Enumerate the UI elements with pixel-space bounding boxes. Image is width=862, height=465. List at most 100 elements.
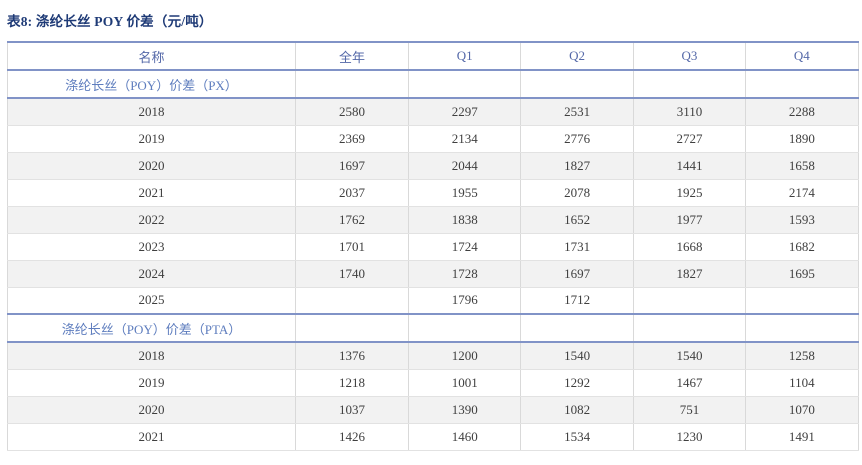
- value-cell: 1070: [745, 395, 859, 424]
- empty-cell: [520, 69, 634, 99]
- empty-cell: [295, 69, 409, 99]
- value-cell: 1827: [632, 259, 747, 288]
- value-cell: 2078: [520, 178, 634, 207]
- value-cell: 1701: [295, 232, 409, 261]
- column-header-name: 名称: [7, 41, 296, 71]
- row-label-year: 2024: [7, 259, 296, 288]
- table-body: 涤纶长丝（POY）价差（PX） 2018 2580 2297 2531 3110 2288 2…: [7, 69, 859, 451]
- value-cell: 1890: [745, 124, 859, 153]
- value-cell: 1695: [745, 259, 859, 288]
- header-row: 名称 全年 Q1 Q2 Q3 Q4: [7, 41, 859, 71]
- row-label-year: 2020: [7, 151, 296, 180]
- empty-cell: [407, 69, 522, 99]
- value-cell: 1460: [407, 422, 522, 451]
- value-cell: 1724: [407, 232, 522, 261]
- value-cell: 1534: [520, 422, 634, 451]
- value-cell: 2776: [520, 124, 634, 153]
- empty-cell: [407, 313, 522, 343]
- value-cell: 2531: [520, 97, 634, 126]
- value-cell: 1441: [632, 151, 747, 180]
- row-label-year: 2023: [7, 232, 296, 261]
- value-cell: 1037: [295, 395, 409, 424]
- value-cell: 1540: [632, 341, 747, 370]
- value-cell: 1827: [520, 151, 634, 180]
- row-label-year: 2021: [7, 178, 296, 207]
- table-row: 2019 2369 2134 2776 2727 1890: [7, 124, 859, 153]
- row-label-year: 2020: [7, 395, 296, 424]
- value-cell: 1955: [407, 178, 522, 207]
- value-cell: 1540: [520, 341, 634, 370]
- empty-cell: [632, 313, 747, 343]
- empty-cell: [745, 313, 859, 343]
- value-cell: 1658: [745, 151, 859, 180]
- value-cell: 3110: [632, 97, 747, 126]
- column-header-full-year: 全年: [295, 41, 409, 71]
- value-cell: 1593: [745, 205, 859, 234]
- value-cell: [295, 286, 409, 315]
- value-cell: 1467: [632, 368, 747, 397]
- table-row: 2021 1426 1460 1534 1230 1491: [7, 422, 859, 451]
- table-row: 2020 1037 1390 1082 751 1070: [7, 395, 859, 424]
- table-row: 2024 1740 1728 1697 1827 1695: [7, 259, 859, 288]
- row-label-year: 2022: [7, 205, 296, 234]
- value-cell: 1728: [407, 259, 522, 288]
- table-row: 2025 1796 1712: [7, 286, 859, 315]
- row-label-year: 2019: [7, 124, 296, 153]
- value-cell: 1731: [520, 232, 634, 261]
- value-cell: 1796: [407, 286, 522, 315]
- table-row: 2018 1376 1200 1540 1540 1258: [7, 341, 859, 370]
- value-cell: 1218: [295, 368, 409, 397]
- section-label: 涤纶长丝（POY）价差（PTA）: [7, 313, 296, 343]
- value-cell: 1200: [407, 341, 522, 370]
- value-cell: 1001: [407, 368, 522, 397]
- section-row: 涤纶长丝（POY）价差（PTA）: [7, 313, 859, 343]
- value-cell: 1977: [632, 205, 747, 234]
- empty-cell: [520, 313, 634, 343]
- value-cell: 1762: [295, 205, 409, 234]
- empty-cell: [295, 313, 409, 343]
- table-row: 2023 1701 1724 1731 1668 1682: [7, 232, 859, 261]
- table-row: 2019 1218 1001 1292 1467 1104: [7, 368, 859, 397]
- value-cell: 1838: [407, 205, 522, 234]
- column-header-q2: Q2: [520, 41, 634, 71]
- value-cell: 1491: [745, 422, 859, 451]
- empty-cell: [632, 69, 747, 99]
- value-cell: [745, 286, 859, 315]
- value-cell: 1682: [745, 232, 859, 261]
- value-cell: 1104: [745, 368, 859, 397]
- empty-cell: [745, 69, 859, 99]
- table-header: 名称 全年 Q1 Q2 Q3 Q4: [7, 41, 859, 71]
- row-label-year: 2018: [7, 97, 296, 126]
- value-cell: 2727: [632, 124, 747, 153]
- column-header-q1: Q1: [407, 41, 522, 71]
- row-label-year: 2018: [7, 341, 296, 370]
- value-cell: 751: [632, 395, 747, 424]
- price-spread-table: 名称 全年 Q1 Q2 Q3 Q4 涤纶长丝（POY）价差（PX） 2018 258…: [7, 41, 859, 451]
- value-cell: 2580: [295, 97, 409, 126]
- value-cell: 1390: [407, 395, 522, 424]
- table-row: 2018 2580 2297 2531 3110 2288: [7, 97, 859, 126]
- value-cell: 2369: [295, 124, 409, 153]
- value-cell: 1697: [295, 151, 409, 180]
- value-cell: 2174: [745, 178, 859, 207]
- column-header-q3: Q3: [632, 41, 747, 71]
- table-row: 2022 1762 1838 1652 1977 1593: [7, 205, 859, 234]
- value-cell: 1740: [295, 259, 409, 288]
- value-cell: [632, 286, 747, 315]
- value-cell: 1426: [295, 422, 409, 451]
- report-page: 表8: 涤纶长丝 POY 价差（元/吨） 名称 全年 Q1 Q2 Q3 Q4 涤…: [7, 14, 859, 451]
- value-cell: 1082: [520, 395, 634, 424]
- value-cell: 1925: [632, 178, 747, 207]
- value-cell: 1697: [520, 259, 634, 288]
- table-row: 2021 2037 1955 2078 1925 2174: [7, 178, 859, 207]
- row-label-year: 2025: [7, 286, 296, 315]
- table-title: 表8: 涤纶长丝 POY 价差（元/吨）: [7, 14, 213, 29]
- value-cell: 1668: [632, 232, 747, 261]
- value-cell: 2288: [745, 97, 859, 126]
- value-cell: 2297: [407, 97, 522, 126]
- value-cell: 1376: [295, 341, 409, 370]
- table-row: 2020 1697 2044 1827 1441 1658: [7, 151, 859, 180]
- value-cell: 1712: [520, 286, 634, 315]
- row-label-year: 2021: [7, 422, 296, 451]
- section-row: 涤纶长丝（POY）价差（PX）: [7, 69, 859, 99]
